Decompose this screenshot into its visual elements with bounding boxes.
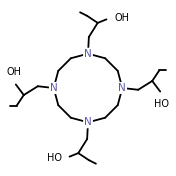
Text: HO: HO: [47, 153, 62, 162]
Text: N: N: [84, 117, 92, 127]
Text: N: N: [50, 83, 58, 93]
Text: N: N: [84, 49, 92, 59]
Text: N: N: [50, 83, 58, 93]
Text: N: N: [84, 117, 92, 127]
Text: N: N: [118, 83, 126, 93]
Text: OH: OH: [7, 67, 22, 77]
Text: HO: HO: [154, 99, 169, 109]
Text: N: N: [84, 49, 92, 59]
Text: N: N: [118, 83, 126, 93]
Text: OH: OH: [114, 14, 129, 23]
